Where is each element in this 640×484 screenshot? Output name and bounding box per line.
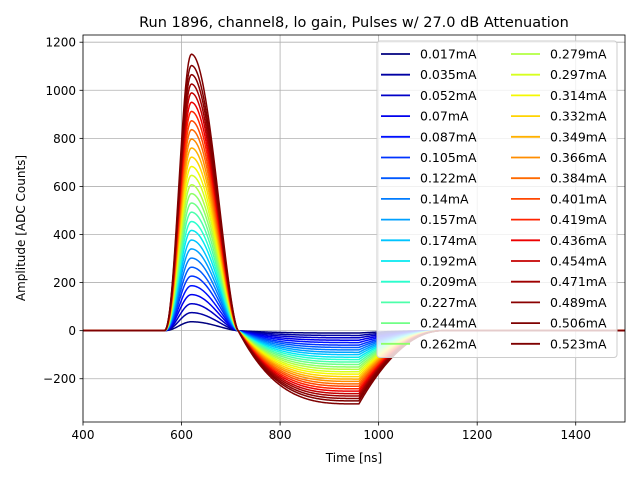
legend-label: 0.157mA (420, 212, 477, 227)
legend-label: 0.384mA (550, 171, 607, 186)
plot-frame (82, 34, 626, 423)
legend-box (376, 40, 618, 358)
legend-label: 0.297mA (550, 67, 607, 82)
legend-label: 0.489mA (550, 295, 607, 310)
legend-label: 0.366mA (550, 150, 607, 165)
legend-label: 0.314mA (550, 88, 607, 103)
legend-label: 0.087mA (420, 129, 477, 144)
y-tick-label: 600 (53, 180, 76, 194)
chart-title: Run 1896, channel8, lo gain, Pulses w/ 2… (139, 15, 569, 31)
legend-label: 0.035mA (420, 67, 477, 82)
legend-label: 0.192mA (420, 254, 477, 269)
legend-label: 0.227mA (420, 295, 477, 310)
y-tick-label: 400 (53, 228, 76, 242)
legend-label: 0.244mA (420, 316, 477, 331)
y-axis-label: Amplitude [ADC Counts] (14, 155, 28, 301)
y-tick-label: 800 (53, 132, 76, 146)
x-tick-label: 400 (72, 428, 95, 442)
x-tick-label: 1400 (560, 428, 591, 442)
legend-label: 0.07mA (420, 109, 469, 124)
legend-label: 0.454mA (550, 254, 607, 269)
y-tick-label: 200 (53, 276, 76, 290)
legend-label: 0.419mA (550, 212, 607, 227)
legend-label: 0.209mA (420, 274, 477, 289)
x-axis-label: Time [ns] (325, 451, 382, 465)
legend-label: 0.436mA (550, 233, 607, 248)
y-tick-label: 1200 (45, 36, 76, 50)
y-tick-label: 1000 (45, 84, 76, 98)
legend-label: 0.262mA (420, 336, 477, 351)
legend-label: 0.523mA (550, 336, 607, 351)
legend-label: 0.279mA (550, 47, 607, 62)
legend-label: 0.401mA (550, 191, 607, 206)
x-tick-label: 600 (170, 428, 193, 442)
legend-label: 0.471mA (550, 274, 607, 289)
legend-label: 0.105mA (420, 150, 477, 165)
legend-label: 0.052mA (420, 88, 477, 103)
legend-label: 0.349mA (550, 129, 607, 144)
y-tick-label: 0 (68, 324, 76, 338)
legend-label: 0.506mA (550, 316, 607, 331)
x-tick-label: 800 (269, 428, 292, 442)
x-tick-label: 1200 (462, 428, 493, 442)
x-tick-label: 1000 (363, 428, 394, 442)
legend-label: 0.122mA (420, 171, 477, 186)
y-tick-label: −200 (43, 372, 76, 386)
tick-layer: 400 600 800 1000 1200 1400 −200 0 200 400 600 800 10… (43, 36, 591, 442)
legend: 0.017mA 0.035mA 0.052mA 0.07mA 0.087mA 0.105m… (376, 40, 618, 358)
legend-label: 0.017mA (420, 47, 477, 62)
legend-label: 0.332mA (550, 109, 607, 124)
legend-label: 0.174mA (420, 233, 477, 248)
legend-label: 0.14mA (420, 191, 469, 206)
